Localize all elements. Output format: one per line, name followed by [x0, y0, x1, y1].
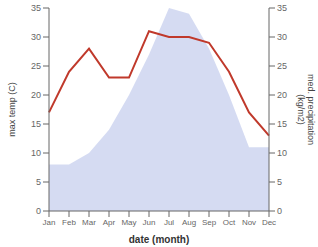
svg-text:30: 30 [31, 32, 41, 42]
svg-text:35: 35 [31, 3, 41, 13]
svg-text:Dec: Dec [262, 218, 276, 227]
svg-text:Oct: Oct [223, 218, 236, 227]
svg-text:35: 35 [277, 3, 287, 13]
svg-text:10: 10 [277, 148, 287, 158]
svg-text:Sep: Sep [202, 218, 217, 227]
svg-text:15: 15 [277, 119, 287, 129]
svg-text:Jul: Jul [164, 218, 174, 227]
svg-text:0: 0 [277, 206, 282, 216]
svg-text:30: 30 [277, 32, 287, 42]
svg-text:Jun: Jun [143, 218, 156, 227]
svg-text:25: 25 [31, 61, 41, 71]
svg-text:5: 5 [277, 177, 282, 187]
svg-text:Mar: Mar [82, 218, 96, 227]
svg-text:Nov: Nov [242, 218, 256, 227]
svg-text:Feb: Feb [62, 218, 76, 227]
svg-text:15: 15 [31, 119, 41, 129]
svg-text:max temp (C): max temp (C) [8, 82, 17, 137]
svg-text:20: 20 [277, 90, 287, 100]
svg-text:Jan: Jan [43, 218, 56, 227]
svg-text:0: 0 [36, 206, 41, 216]
svg-text:5: 5 [36, 177, 41, 187]
svg-text:Aug: Aug [182, 218, 196, 227]
svg-text:10: 10 [31, 148, 41, 158]
svg-text:Apr: Apr [103, 218, 116, 227]
svg-text:20: 20 [31, 90, 41, 100]
svg-text:med. precipitation(kg/m2): med. precipitation(kg/m2) [296, 74, 310, 145]
svg-text:date (month): date (month) [129, 234, 190, 245]
svg-text:May: May [121, 218, 136, 227]
svg-text:25: 25 [277, 61, 287, 71]
